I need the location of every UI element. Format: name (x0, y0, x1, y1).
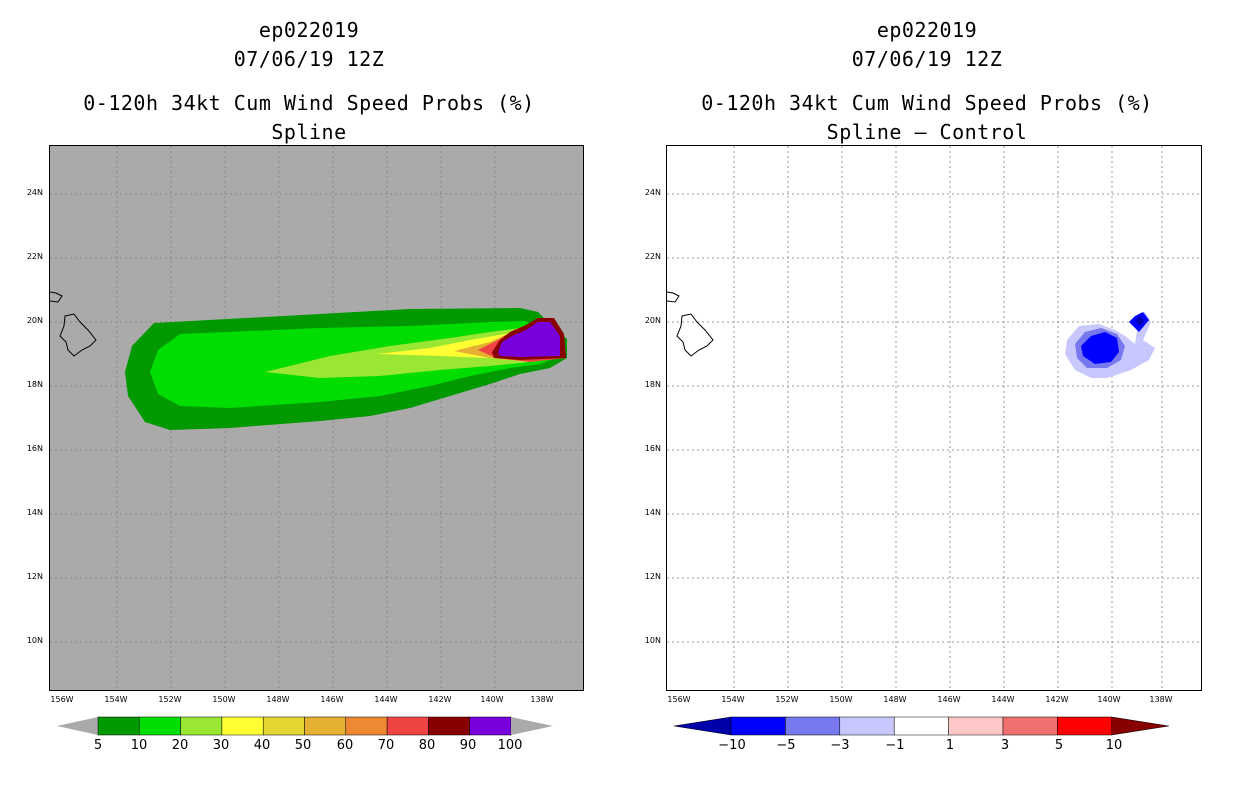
left-colorbar-label: 90 (459, 738, 477, 753)
left-lat-label: 10N (26, 636, 43, 645)
left-datetime: 07/06/19 12Z (233, 47, 385, 71)
right-panel-subtitle: 0-120h 34kt Cum Wind Speed Probs (%) Spl… (618, 89, 1236, 147)
left-colorbar-label: 70 (377, 738, 395, 753)
diff-contour-minus10-core (1136, 316, 1144, 326)
right-lon-label: 156W (667, 695, 691, 704)
right-colorbar-label: −1 (885, 738, 905, 753)
right-storm-id: ep022019 (876, 18, 978, 42)
right-colorbar (674, 716, 1169, 736)
left-lat-label: 16N (26, 444, 43, 453)
left-product: 0-120h 34kt Cum Wind Speed Probs (%) (83, 91, 535, 115)
left-colorbar-label: 20 (171, 738, 189, 753)
left-colorbar-label: 50 (294, 738, 312, 753)
left-probability-map (49, 145, 584, 691)
right-colorbar-label: 10 (1105, 738, 1123, 753)
right-colorbar-swatch (839, 716, 895, 736)
right-colorbar-swatch (785, 716, 841, 736)
right-colorbar-label: −5 (776, 738, 796, 753)
left-lon-label: 156W (50, 695, 74, 704)
right-lat-label: 18N (644, 380, 661, 389)
left-colorbar-label: 5 (93, 738, 103, 753)
right-colorbar-swatch (730, 716, 786, 736)
right-lat-label: 16N (644, 444, 661, 453)
left-colorbar-label: 100 (497, 738, 523, 753)
left-lat-label: 12N (26, 572, 43, 581)
left-lat-label: 20N (26, 316, 43, 325)
left-colorbar-swatch (262, 716, 305, 736)
left-colorbar-swatch (97, 716, 140, 736)
left-lon-label: 140W (480, 695, 504, 704)
left-colorbar-swatch (428, 716, 470, 736)
left-colorbar-label: 60 (336, 738, 354, 753)
right-lon-label: 142W (1045, 695, 1069, 704)
right-colorbar-swatch (893, 716, 949, 736)
left-lon-label: 138W (530, 695, 554, 704)
left-lon-label: 154W (104, 695, 128, 704)
right-colorbar-swatch (1057, 716, 1113, 736)
right-lat-label: 14N (644, 508, 661, 517)
right-lat-label: 20N (644, 316, 661, 325)
right-colorbar-label: 1 (945, 738, 955, 753)
right-colorbar-swatch (948, 716, 1004, 736)
left-colorbar-swatch (304, 716, 347, 736)
left-lon-label: 152W (158, 695, 182, 704)
left-storm-id: ep022019 (258, 18, 360, 42)
right-colorbar-swatch (1111, 716, 1169, 736)
left-colorbar-swatch (345, 716, 388, 736)
right-lon-label: 154W (721, 695, 745, 704)
right-colorbar-label: 5 (1054, 738, 1064, 753)
right-colorbar-swatch (674, 716, 732, 736)
left-colorbar-swatch (139, 716, 181, 736)
left-colorbar-label: 30 (212, 738, 230, 753)
diff-contour-minus5 (1081, 332, 1119, 364)
right-datetime: 07/06/19 12Z (851, 47, 1003, 71)
hawaii-coastline (50, 291, 97, 357)
left-lon-label: 142W (428, 695, 452, 704)
left-colorbar-label: 10 (130, 738, 148, 753)
right-lon-label: 150W (829, 695, 853, 704)
right-subtitle: Spline – Control (826, 120, 1028, 144)
right-colorbar-label: −10 (718, 738, 746, 753)
left-colorbar-label: 40 (253, 738, 271, 753)
right-lon-label: 148W (883, 695, 907, 704)
hawaii-coastline-right (667, 291, 714, 357)
right-product: 0-120h 34kt Cum Wind Speed Probs (%) (701, 91, 1153, 115)
left-lat-label: 14N (26, 508, 43, 517)
right-difference-map (666, 145, 1202, 691)
right-colorbar-label: 3 (1000, 738, 1010, 753)
right-colorbar-label: −3 (830, 738, 850, 753)
left-lon-label: 144W (374, 695, 398, 704)
left-colorbar-swatch (469, 716, 512, 736)
left-colorbar-swatch (180, 716, 223, 736)
right-panel-title: ep022019 07/06/19 12Z (618, 16, 1236, 74)
right-lat-label: 22N (644, 252, 661, 261)
left-lon-label: 148W (266, 695, 290, 704)
left-subtitle: Spline (271, 120, 347, 144)
right-lon-label: 152W (775, 695, 799, 704)
left-lat-label: 24N (26, 188, 43, 197)
left-lat-label: 22N (26, 252, 43, 261)
left-colorbar-swatch (221, 716, 264, 736)
right-lon-label: 144W (991, 695, 1015, 704)
left-lon-label: 146W (320, 695, 344, 704)
left-panel-title: ep022019 07/06/19 12Z (0, 16, 618, 74)
right-lat-label: 12N (644, 572, 661, 581)
left-lon-label: 150W (212, 695, 236, 704)
right-lon-label: 138W (1149, 695, 1173, 704)
left-colorbar-swatch (386, 716, 429, 736)
right-grid (667, 146, 1201, 690)
left-panel-subtitle: 0-120h 34kt Cum Wind Speed Probs (%) Spl… (0, 89, 618, 147)
left-colorbar-label: 80 (418, 738, 436, 753)
right-lat-label: 24N (644, 188, 661, 197)
right-lat-label: 10N (644, 636, 661, 645)
right-lon-label: 140W (1097, 695, 1121, 704)
right-colorbar-swatch (1002, 716, 1058, 736)
prob-contour-100 (498, 322, 560, 357)
right-lon-label: 146W (937, 695, 961, 704)
left-lat-label: 18N (26, 380, 43, 389)
left-colorbar (57, 716, 553, 736)
